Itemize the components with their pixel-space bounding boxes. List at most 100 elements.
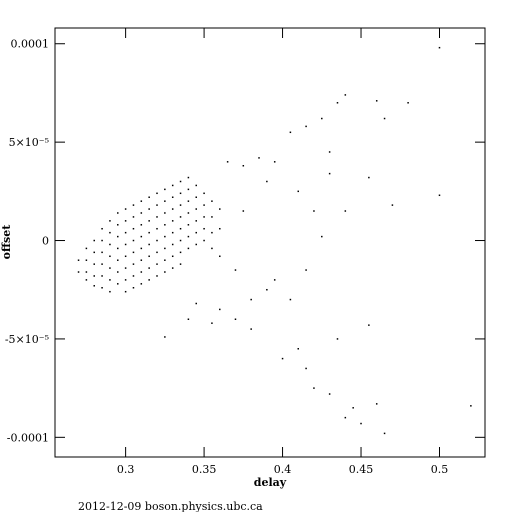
point [93, 239, 95, 242]
point [140, 271, 143, 273]
point [124, 279, 127, 281]
point [211, 216, 213, 218]
point [187, 200, 190, 202]
point [195, 220, 197, 222]
point [179, 227, 182, 230]
point [187, 188, 190, 191]
point [164, 224, 166, 226]
point [148, 279, 150, 281]
point [117, 247, 119, 250]
point [124, 243, 127, 246]
point [148, 208, 150, 210]
point [164, 212, 166, 214]
point [109, 243, 111, 246]
point [179, 239, 182, 242]
point [195, 184, 197, 187]
point [148, 231, 150, 234]
point [77, 271, 80, 273]
point [171, 196, 174, 198]
point [297, 348, 299, 350]
point [132, 287, 135, 289]
point [336, 338, 339, 340]
point [93, 275, 95, 277]
point [117, 271, 119, 273]
point [375, 100, 378, 102]
point [368, 176, 370, 179]
point [124, 290, 127, 293]
point [124, 220, 127, 222]
point [164, 247, 166, 250]
point [273, 279, 276, 281]
point [156, 251, 158, 254]
plot-frame [54, 27, 486, 458]
point [156, 192, 158, 195]
point [117, 283, 119, 285]
point [148, 267, 150, 269]
point [211, 231, 213, 234]
point [328, 151, 331, 153]
point [124, 231, 127, 234]
point [234, 318, 237, 320]
point [321, 235, 323, 238]
point [164, 259, 166, 261]
y-tick-label: 0.0001 [11, 38, 50, 51]
point [101, 287, 103, 289]
point [258, 157, 260, 159]
point [124, 255, 127, 258]
point [164, 188, 166, 191]
point [289, 131, 292, 134]
point [391, 204, 394, 206]
x-tick-label: 0.45 [349, 463, 374, 476]
point [179, 251, 182, 254]
point [407, 102, 409, 104]
point [140, 200, 143, 202]
point [297, 190, 299, 193]
point [187, 235, 190, 238]
point [171, 184, 174, 187]
point [164, 200, 166, 202]
point [85, 247, 88, 250]
point [336, 102, 339, 104]
point [132, 216, 135, 218]
point [109, 231, 111, 234]
point [273, 161, 276, 163]
point [211, 247, 213, 250]
point [187, 318, 190, 320]
point [101, 227, 103, 230]
point [179, 180, 182, 183]
point [171, 267, 174, 269]
point [109, 267, 111, 269]
point [140, 212, 143, 214]
point [171, 220, 174, 222]
point [203, 216, 205, 218]
point [148, 196, 150, 198]
point [117, 235, 119, 238]
point [109, 255, 111, 258]
point [85, 259, 88, 261]
point [140, 224, 143, 226]
point [344, 94, 347, 96]
point [117, 212, 119, 214]
point [179, 192, 182, 195]
point [219, 208, 221, 210]
point [360, 422, 362, 425]
point [85, 271, 88, 273]
point [313, 387, 315, 389]
point [109, 279, 111, 281]
point [124, 267, 127, 269]
point [117, 224, 119, 226]
footer: 2012-12-09 boson.physics.ubc.ca [78, 500, 263, 512]
point [344, 416, 347, 419]
point [211, 200, 213, 202]
point [242, 210, 245, 212]
point [140, 259, 143, 261]
point [368, 324, 370, 326]
point [179, 216, 182, 218]
point [328, 172, 331, 175]
point [187, 224, 190, 226]
point [203, 239, 205, 242]
x-tick-label: 0.5 [431, 463, 449, 476]
point [140, 247, 143, 250]
point [219, 255, 221, 258]
